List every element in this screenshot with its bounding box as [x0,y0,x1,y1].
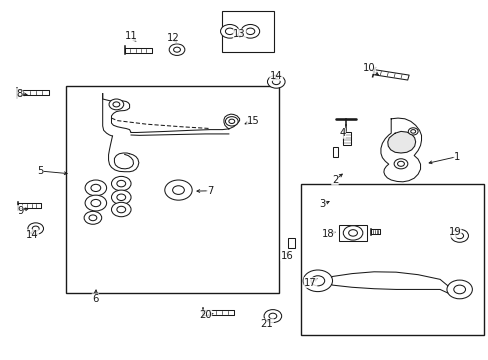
Circle shape [164,180,192,200]
Circle shape [303,270,332,292]
Circle shape [450,229,468,242]
Polygon shape [18,203,41,208]
Circle shape [241,24,259,38]
Circle shape [85,180,106,196]
Circle shape [393,159,407,169]
Text: 6: 6 [92,294,99,304]
Polygon shape [372,70,408,80]
Polygon shape [124,48,151,53]
Circle shape [85,195,106,211]
Circle shape [111,202,131,217]
Text: 13: 13 [233,29,245,39]
Text: 10: 10 [362,63,375,73]
Text: 11: 11 [124,31,137,41]
Text: 8: 8 [17,89,22,99]
Text: 17: 17 [304,278,316,288]
Text: 1: 1 [453,152,460,162]
Circle shape [225,117,238,126]
Circle shape [407,128,417,135]
Bar [222,11,273,52]
Text: 14: 14 [269,71,282,81]
Text: 16: 16 [281,251,293,261]
Bar [332,147,338,157]
Text: 20: 20 [199,310,211,320]
Text: 15: 15 [246,116,259,126]
Text: 14: 14 [26,230,39,240]
Text: 12: 12 [167,33,180,43]
Text: 3: 3 [319,199,325,210]
Polygon shape [224,114,239,129]
Circle shape [28,223,43,234]
Text: 9: 9 [17,206,24,216]
Polygon shape [370,229,380,234]
Polygon shape [17,90,49,95]
Text: 5: 5 [37,166,43,176]
Bar [342,132,350,145]
Text: 19: 19 [447,227,460,237]
Circle shape [169,44,184,55]
Text: 21: 21 [260,319,273,329]
Bar [66,86,278,293]
Polygon shape [203,310,233,315]
Circle shape [220,24,239,38]
Polygon shape [387,131,415,153]
Text: 4: 4 [339,128,345,138]
Circle shape [111,190,131,204]
Circle shape [109,99,123,110]
Circle shape [111,176,131,191]
Circle shape [267,75,285,88]
Bar [287,238,294,248]
Circle shape [343,226,362,240]
Polygon shape [380,118,421,182]
Circle shape [84,211,102,224]
Circle shape [264,310,281,323]
Bar [338,225,366,241]
Text: 2: 2 [331,175,338,185]
Bar [300,184,483,335]
Text: 18: 18 [322,229,334,239]
Text: 7: 7 [206,186,213,196]
Circle shape [446,280,471,299]
